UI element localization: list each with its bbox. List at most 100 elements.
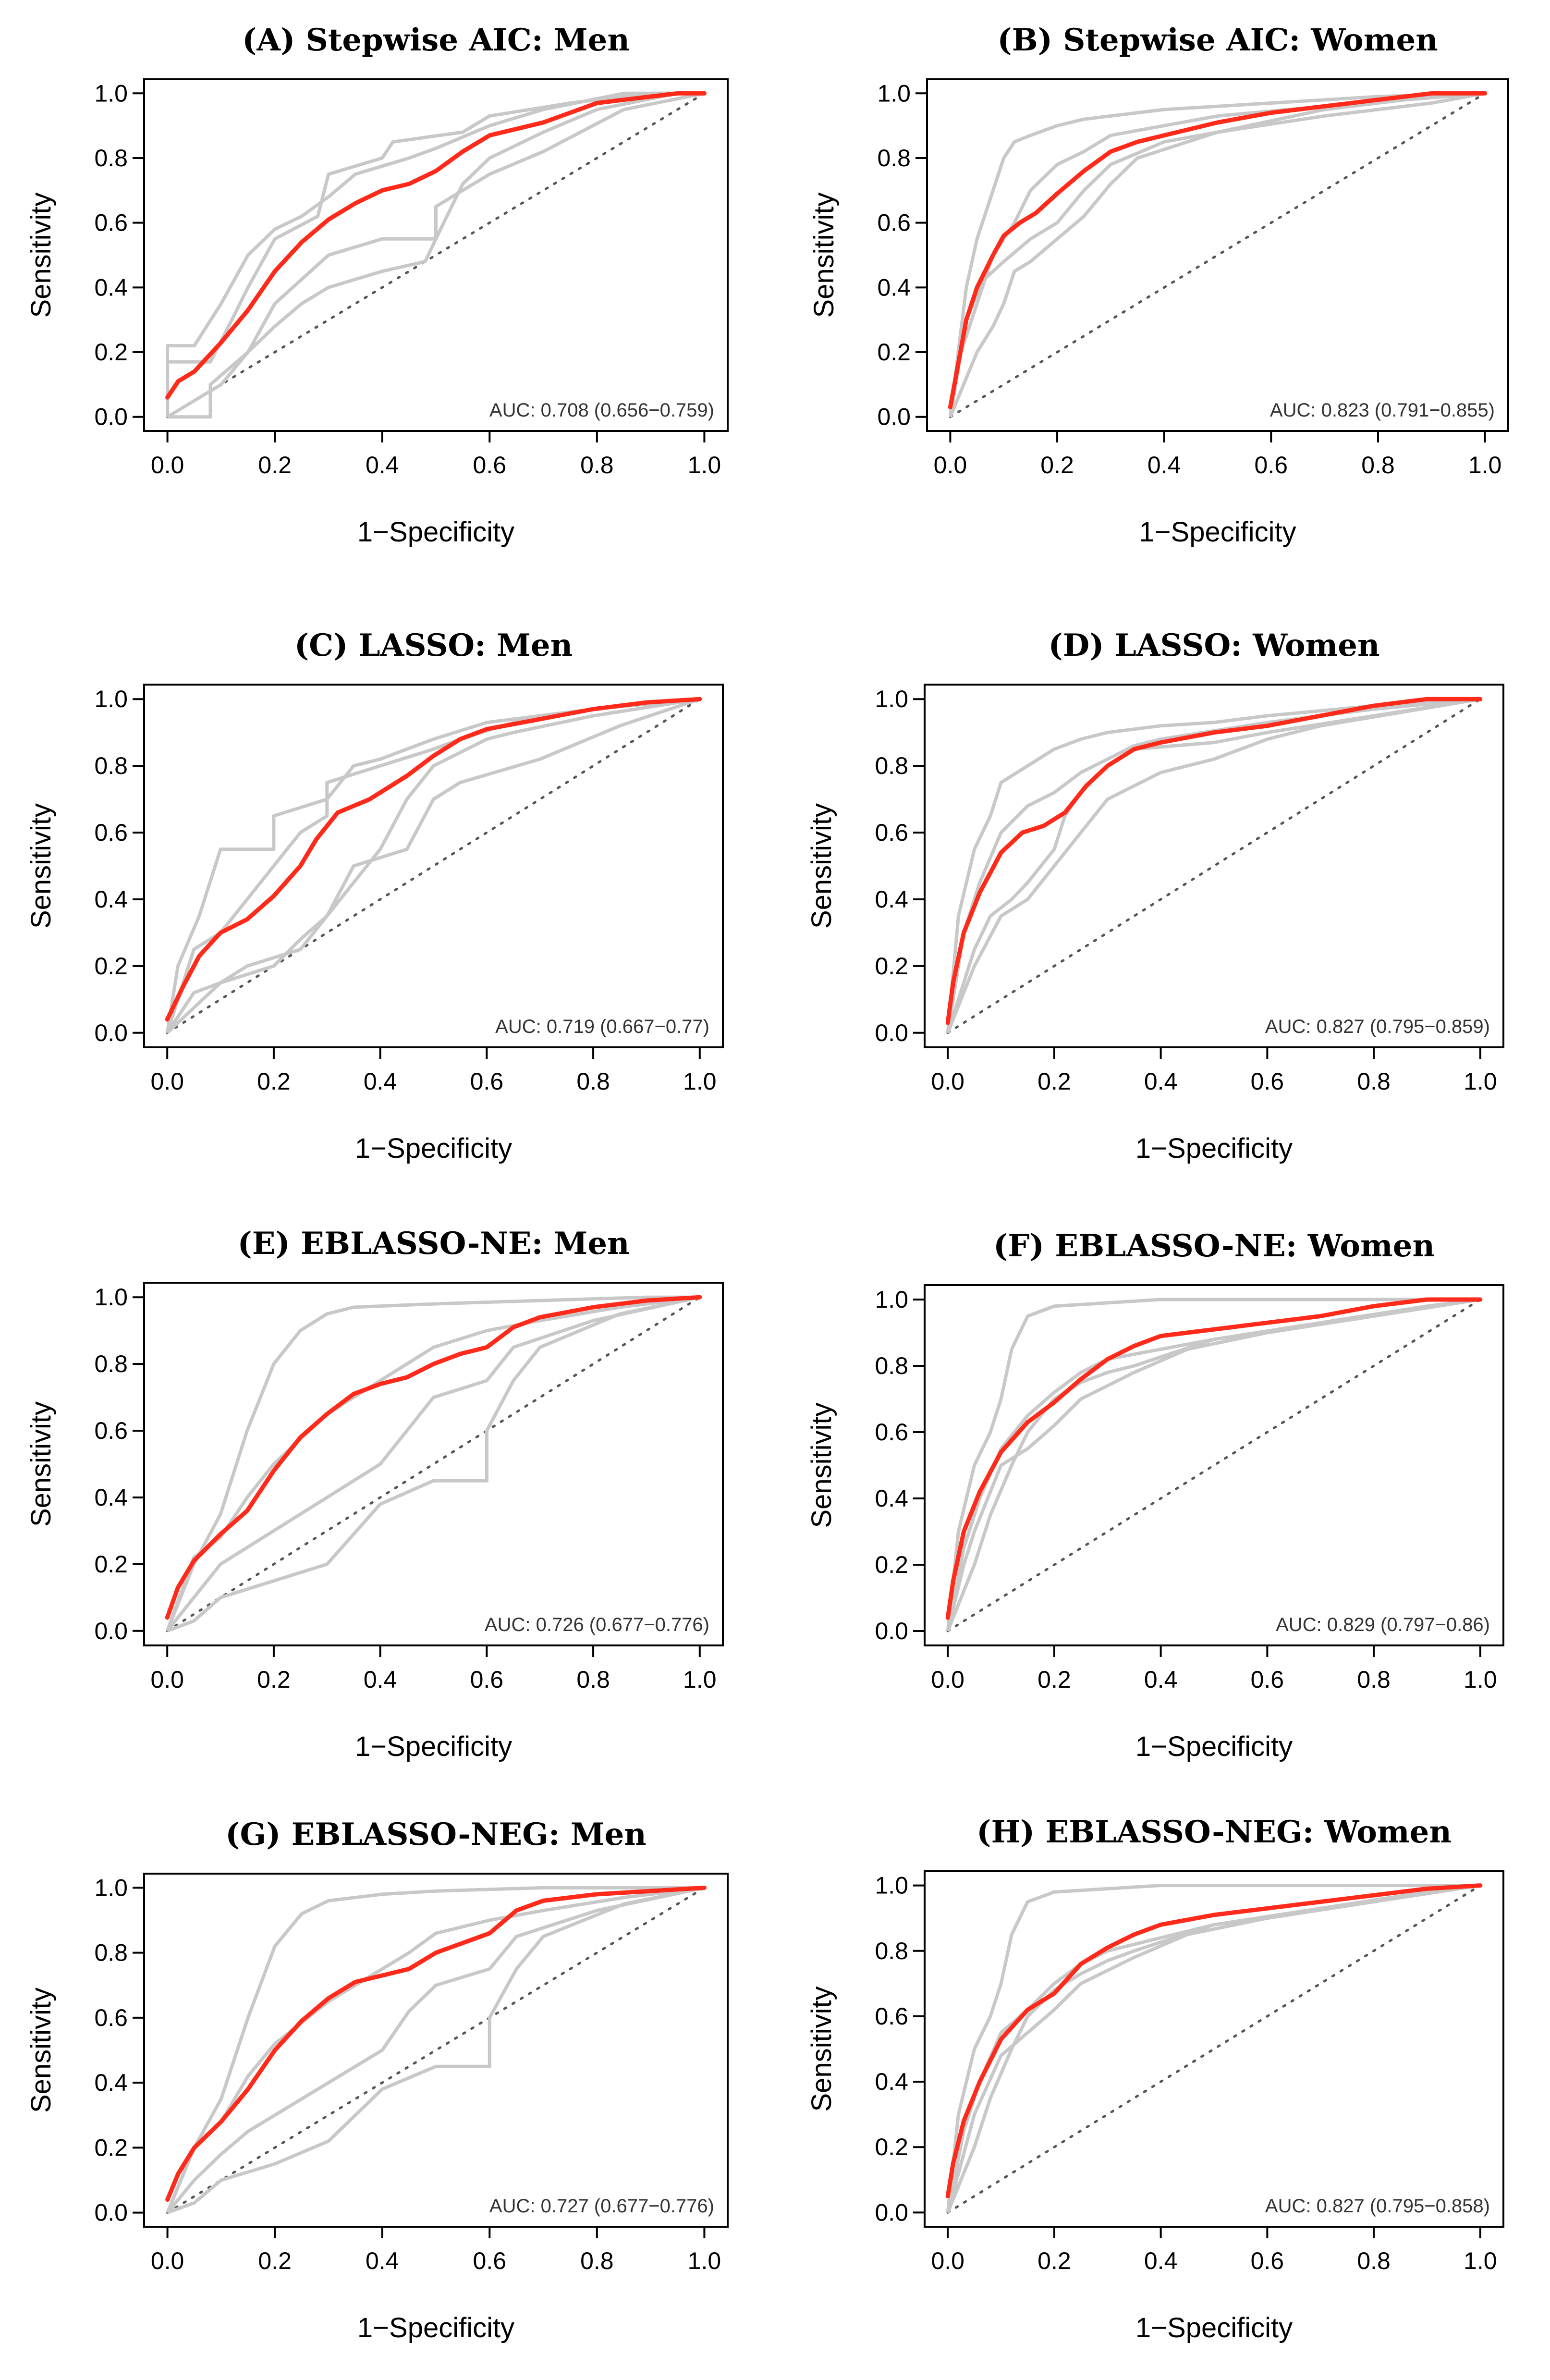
y-axis-label: Sensitivity <box>25 803 57 929</box>
roc-fold-line <box>946 1298 1481 1632</box>
roc-fold-line <box>948 91 1485 417</box>
y-axis-label: Sensitivity <box>25 1987 57 2113</box>
y-tick-label: 0.8 <box>875 1352 908 1379</box>
roc-mean-line <box>945 697 1483 1025</box>
roc-fold-line <box>166 1886 705 2214</box>
x-tick-label: 0.6 <box>470 1666 504 1693</box>
roc-mean-line <box>165 1295 702 1620</box>
roc-fold-line <box>167 1886 705 2214</box>
x-tick-label: 0.4 <box>366 2247 399 2274</box>
roc-fold-line <box>166 91 705 418</box>
x-tick-label: 0.2 <box>258 2247 292 2274</box>
x-tick-label: 0.6 <box>1251 1666 1284 1693</box>
x-axis-label: 1−Specificity <box>1135 1731 1293 1762</box>
roc-fold-line <box>946 1884 1481 2213</box>
x-tick-label: 0.0 <box>934 452 967 478</box>
y-tick-label: 0.0 <box>875 2199 908 2226</box>
auc-annotation: AUC: 0.719 (0.667−0.77) <box>495 1016 709 1037</box>
plot-frame <box>143 78 729 432</box>
panel-d: (D) LASSO: Women 0.0 0.2 0.4 0.6 0.8 1.0 0.0 0.2… <box>806 627 1504 1164</box>
x-axis-label: 1−Specificity <box>1135 2312 1293 2343</box>
y-tick-label: 0.2 <box>94 1551 128 1578</box>
panel-title: (F) EBLASSO-NE: Women <box>993 1228 1435 1264</box>
y-tick-label: 1.0 <box>875 1286 908 1313</box>
plot-frame <box>143 684 724 1048</box>
y-tick-label: 0.4 <box>94 274 128 301</box>
roc-fold-line <box>166 1886 705 2213</box>
x-tick-label: 0.6 <box>1251 2247 1284 2274</box>
y-tick-label: 0.6 <box>94 2004 128 2031</box>
roc-mean-line <box>165 697 702 1022</box>
y-tick-label: 0.8 <box>94 1350 128 1377</box>
y-tick-label: 1.0 <box>94 80 128 107</box>
x-tick-label: 0.4 <box>1144 1666 1178 1693</box>
y-axis-label: Sensitivity <box>806 1986 837 2111</box>
x-tick-label: 0.6 <box>1255 452 1288 478</box>
x-tick-label: 0.4 <box>1147 452 1181 478</box>
x-tick-label: 0.4 <box>366 452 399 478</box>
panel-title: (E) EBLASSO-NE: Men <box>237 1226 629 1262</box>
x-tick-label: 0.4 <box>364 1666 397 1693</box>
x-axis-label: 1−Specificity <box>357 2312 514 2343</box>
roc-fold-line <box>166 1886 705 2213</box>
y-tick-label: 0.0 <box>94 1618 128 1644</box>
plot-frame <box>143 1282 724 1646</box>
y-tick-label: 0.8 <box>877 145 911 172</box>
x-tick-label: 0.6 <box>473 452 507 478</box>
y-tick-label: 0.4 <box>877 274 911 301</box>
x-tick-label: 0.0 <box>151 2247 184 2274</box>
y-tick-label: 0.6 <box>94 209 128 236</box>
y-tick-label: 0.4 <box>875 2068 908 2095</box>
roc-fold-line <box>946 1298 1481 1632</box>
roc-fold-line <box>946 697 1481 1033</box>
x-tick-label: 0.8 <box>580 452 614 478</box>
x-tick-label: 1.0 <box>1464 1068 1497 1095</box>
y-tick-label: 0.2 <box>94 953 128 980</box>
x-tick-label: 1.0 <box>683 1068 717 1095</box>
x-tick-label: 0.8 <box>1357 1068 1391 1095</box>
panel-title: (C) LASSO: Men <box>294 627 573 663</box>
y-tick-label: 1.0 <box>875 1872 908 1899</box>
y-tick-label: 0.6 <box>877 209 911 236</box>
panel-c: (C) LASSO: Men 0.0 0.2 0.4 0.6 0.8 1.0 0.0 0.2 0.… <box>25 627 724 1164</box>
y-tick-label: 0.4 <box>875 886 908 913</box>
y-tick-label: 0.2 <box>875 1551 908 1578</box>
y-tick-label: 0.8 <box>875 1938 908 1964</box>
panel-a: (A) Stepwise AIC: Men 0.0 0.2 0.4 0.6 0.8 1.0 0… <box>25 22 729 548</box>
x-tick-label: 0.6 <box>473 2247 507 2274</box>
roc-mean-line <box>165 91 707 400</box>
panel-g: (G) EBLASSO-NEG: Men 0.0 0.2 0.4 0.6 0.8 1.0 0.… <box>25 1816 729 2343</box>
x-tick-label: 0.8 <box>1357 1666 1391 1693</box>
y-tick-label: 0.0 <box>877 404 911 430</box>
roc-fold-line <box>166 697 700 1034</box>
roc-fold-line <box>167 91 705 419</box>
x-tick-label: 0.6 <box>470 1068 504 1095</box>
x-tick-label: 0.2 <box>1037 2247 1071 2274</box>
y-tick-label: 0.0 <box>94 404 128 430</box>
auc-annotation: AUC: 0.708 (0.656−0.759) <box>489 400 714 421</box>
x-axis-label: 1−Specificity <box>355 1133 512 1164</box>
panel-title: (B) Stepwise AIC: Women <box>997 22 1438 58</box>
y-tick-label: 0.2 <box>875 2134 908 2160</box>
y-tick-label: 1.0 <box>877 80 911 107</box>
panel-title: (H) EBLASSO-NEG: Women <box>976 1814 1452 1850</box>
y-tick-label: 0.8 <box>94 145 128 172</box>
y-tick-label: 1.0 <box>94 1284 128 1311</box>
x-axis-label: 1−Specificity <box>1139 516 1296 548</box>
roc-fold-line <box>166 697 700 1034</box>
y-tick-label: 0.6 <box>875 819 908 846</box>
panel-h: (H) EBLASSO-NEG: Women 0.0 0.2 0.4 0.6 0.8 1.0… <box>806 1814 1504 2343</box>
plot-frame <box>924 1284 1504 1646</box>
x-tick-label: 0.0 <box>931 1068 964 1095</box>
roc-fold-line <box>166 91 705 417</box>
y-tick-label: 1.0 <box>875 686 908 712</box>
x-axis-label: 1−Specificity <box>357 516 514 548</box>
y-tick-label: 0.6 <box>875 2003 908 2030</box>
x-tick-label: 1.0 <box>1464 1666 1497 1693</box>
chance-diagonal <box>946 1298 1482 1632</box>
chance-diagonal <box>166 1296 701 1632</box>
x-tick-label: 0.2 <box>257 1068 291 1095</box>
x-tick-label: 1.0 <box>1464 2247 1497 2274</box>
y-tick-label: 0.0 <box>875 1618 908 1644</box>
